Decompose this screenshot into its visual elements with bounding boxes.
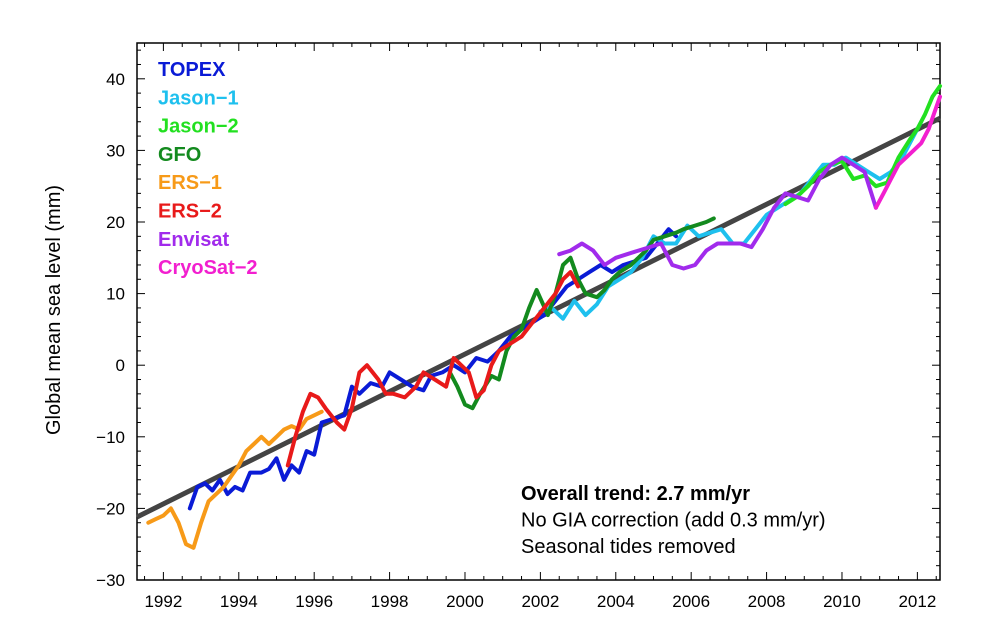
y-ticks: −30 −20 −10 0 10 20 30 40: [96, 49, 940, 590]
legend-item: TOPEX: [158, 59, 226, 81]
legend-item: Jason−1: [158, 87, 239, 109]
y-tick-label: 0: [116, 356, 125, 375]
y-tick-label: 20: [106, 213, 125, 232]
x-tick-label: 2010: [823, 592, 861, 611]
legend-item: Envisat: [158, 229, 229, 251]
legend-item: ERS−1: [158, 172, 222, 194]
x-tick-label: 1998: [371, 592, 409, 611]
x-tick-label: 2002: [521, 592, 559, 611]
legend-item: Jason−2: [158, 116, 239, 138]
y-tick-label: 10: [106, 285, 125, 304]
x-tick-label: 2000: [446, 592, 484, 611]
plot-frame: [136, 42, 941, 581]
series-lines: [146, 84, 942, 550]
x-ticks: 1992 1994 1996 1998 2000 2002 2004 2006 2008 2010…: [144, 43, 937, 611]
y-tick-label: −30: [96, 571, 125, 590]
legend-item: ERS−2: [158, 201, 222, 223]
legend-item: CryoSat−2: [158, 257, 258, 279]
y-tick-label: 30: [106, 141, 125, 160]
annotations: Overall trend: 2.7 mm/yr No GIA correctio…: [521, 483, 826, 558]
legend-item: GFO: [158, 144, 201, 166]
series-line-cryosat-2: [873, 94, 942, 210]
series-line-envisat: [557, 155, 878, 271]
x-tick-label: 2008: [748, 592, 786, 611]
series-line-topex: [187, 227, 679, 511]
series-line-jason-2: [783, 84, 942, 207]
series-line-ers-1: [146, 409, 324, 550]
x-tick-label: 2006: [672, 592, 710, 611]
x-tick-label: 2004: [597, 592, 635, 611]
x-tick-label: 1992: [144, 592, 182, 611]
y-axis-title: Global mean sea level (mm): [43, 185, 65, 435]
annotation-line: Seasonal tides removed: [521, 536, 736, 558]
x-tick-label: 2012: [898, 592, 936, 611]
series-line-ers-2: [285, 270, 581, 468]
x-tick-label: 1996: [295, 592, 333, 611]
annotation-line: No GIA correction (add 0.3 mm/yr): [521, 510, 826, 532]
y-tick-label: −10: [96, 428, 125, 447]
annotation-line: Overall trend: 2.7 mm/yr: [521, 483, 750, 505]
y-tick-label: 40: [106, 70, 125, 89]
series-line-gfo: [447, 216, 716, 411]
x-tick-label: 1994: [220, 592, 258, 611]
legend: TOPEX Jason−1 Jason−2 GFO ERS−1 ERS−2 Envisat C…: [158, 59, 258, 279]
y-tick-label: −20: [96, 499, 125, 518]
